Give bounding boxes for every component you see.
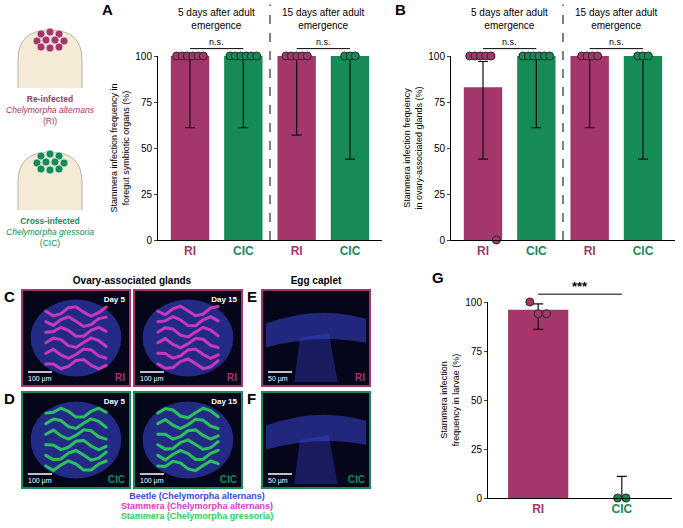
svg-text:Stammera (Chelymorpha gressori: Stammera (Chelymorpha gressoria) [121,511,274,521]
html-text:G: G [432,269,444,286]
svg-text:RI: RI [532,502,544,516]
svg-text:Egg caplet: Egg caplet [291,275,342,286]
svg-text:0: 0 [146,235,152,246]
svg-text:n.s.: n.s. [209,37,224,47]
svg-text:50: 50 [434,143,446,154]
svg-text:50 µm: 50 µm [268,477,288,485]
svg-text:***: *** [572,279,588,294]
svg-text:CIC: CIC [233,244,254,258]
svg-text:Chelymorpha alternans: Chelymorpha alternans [6,105,95,115]
svg-text:E: E [247,288,257,305]
svg-text:Stammera infection frequencyin: Stammera infection frequencyin ovary-ass… [402,86,424,209]
svg-text:15 days after adultemergence: 15 days after adultemergence [575,7,657,31]
svg-text:RI: RI [291,244,303,258]
svg-text:100: 100 [428,51,445,62]
svg-text:75: 75 [471,346,483,357]
svg-text:Re-infected: Re-infected [27,94,73,104]
svg-text:50: 50 [471,395,483,406]
svg-text:100 µm: 100 µm [28,477,52,485]
svg-text:5 days after adultemergence: 5 days after adultemergence [178,7,255,31]
svg-text:RI: RI [184,244,196,258]
svg-text:Day 5: Day 5 [104,295,126,304]
svg-text:CIC: CIC [348,474,365,485]
svg-text:0: 0 [476,493,482,504]
svg-text:25: 25 [471,444,483,455]
svg-text:CIC: CIC [340,244,361,258]
html-text:A: A [102,1,113,18]
svg-text:Day 5: Day 5 [104,397,126,406]
svg-text:n.s.: n.s. [609,37,624,47]
svg-text:Day 15: Day 15 [211,397,237,406]
svg-text:15 days after adultemergence: 15 days after adultemergence [282,7,364,31]
svg-text:0: 0 [439,235,445,246]
svg-text:Stammera infectionfrequency in: Stammera infectionfrequency in larvae (%… [439,354,461,447]
svg-text:Cross-infected: Cross-infected [20,216,80,226]
svg-text:CIC: CIC [633,244,654,258]
svg-text:50 µm: 50 µm [268,375,288,383]
svg-text:100 µm: 100 µm [28,375,52,383]
svg-text:25: 25 [141,189,153,200]
svg-text:Stammera infection frequency i: Stammera infection frequency inforegut s… [109,83,131,212]
svg-text:RI: RI [115,372,125,383]
svg-text:CIC: CIC [220,474,237,485]
svg-text:100: 100 [465,297,482,308]
svg-text:25: 25 [434,189,446,200]
svg-text:100: 100 [135,51,152,62]
svg-text:5 days after adultemergence: 5 days after adultemergence [471,7,548,31]
svg-text:100 µm: 100 µm [140,375,164,383]
svg-text:CIC: CIC [611,502,632,516]
svg-text:RI: RI [355,372,365,383]
html-text:B: B [395,1,406,18]
svg-text:n.s.: n.s. [502,37,517,47]
svg-text:Stammera (Chelymorpha alternan: Stammera (Chelymorpha alternans) [121,501,273,511]
svg-text:75: 75 [434,97,446,108]
svg-text:RI: RI [584,244,596,258]
svg-text:RI: RI [477,244,489,258]
svg-text:75: 75 [141,97,153,108]
svg-text:Day 15: Day 15 [211,295,237,304]
svg-text:D: D [4,390,15,407]
svg-text:C: C [4,288,15,305]
svg-text:(CIC): (CIC) [40,238,60,248]
svg-text:Beetle (Chelymorpha alternans): Beetle (Chelymorpha alternans) [129,491,265,501]
svg-text:100 µm: 100 µm [140,477,164,485]
svg-text:(RI): (RI) [43,116,57,126]
svg-text:F: F [247,390,256,407]
svg-text:RI: RI [227,372,237,383]
svg-text:Chelymorpha gressoria: Chelymorpha gressoria [6,227,94,237]
svg-text:CIC: CIC [526,244,547,258]
svg-text:Ovary-associated glands: Ovary-associated glands [73,275,192,286]
svg-text:50: 50 [141,143,153,154]
svg-text:n.s.: n.s. [316,37,331,47]
svg-text:CIC: CIC [108,474,125,485]
